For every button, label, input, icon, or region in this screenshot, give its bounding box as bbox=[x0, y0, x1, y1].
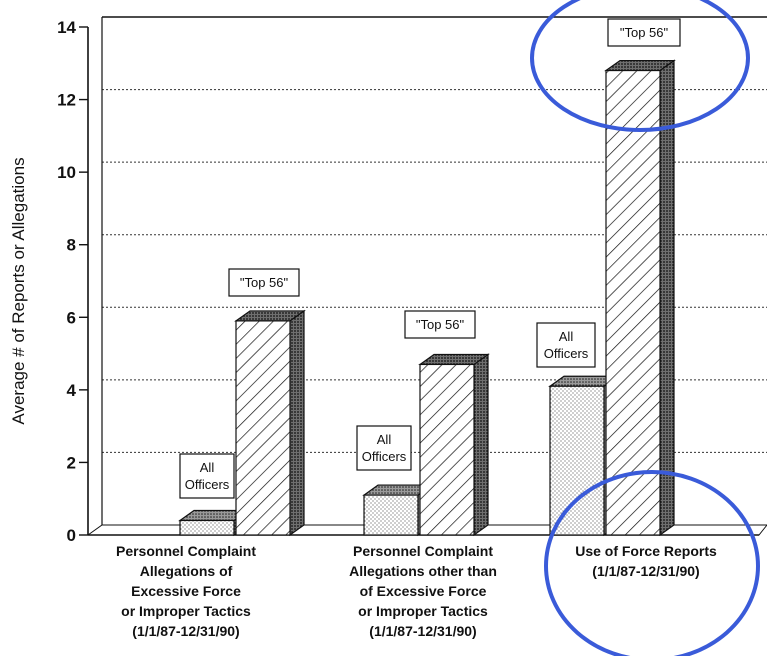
callout-label: Officers bbox=[185, 477, 230, 492]
callout-all-officers-3: All Officers bbox=[536, 322, 596, 368]
callout-label: "Top 56" bbox=[416, 317, 465, 332]
category-label-line: Use of Force Reports bbox=[575, 543, 717, 559]
bar-top-56-1 bbox=[234, 309, 306, 537]
y-tick-label: 10 bbox=[57, 163, 76, 182]
callout-top56-3: "Top 56" bbox=[607, 18, 681, 47]
axis-labels: Average # of Reports or Allegations Perso… bbox=[9, 157, 717, 639]
bar-front bbox=[235, 320, 291, 536]
category-label-line: Personnel Complaint bbox=[353, 543, 493, 559]
category-label-line: or Improper Tactics bbox=[121, 603, 251, 619]
bar-callouts: All Officers All Officers All Officers "Top 56… bbox=[179, 18, 681, 499]
y-tick-label: 0 bbox=[67, 526, 76, 545]
y-axis-title: Average # of Reports or Allegations bbox=[9, 157, 28, 424]
bar-front bbox=[363, 494, 419, 536]
callout-label: All bbox=[200, 460, 215, 475]
y-tick-label: 6 bbox=[67, 308, 76, 327]
callout-all-officers-1: All Officers bbox=[179, 453, 235, 499]
callout-top56-1: "Top 56" bbox=[228, 268, 300, 297]
category-label-line: Allegations of bbox=[140, 563, 233, 579]
callout-label: Officers bbox=[544, 346, 589, 361]
category-label-line: Allegations other than bbox=[349, 563, 497, 579]
bar-side bbox=[289, 309, 305, 537]
y-tick-label: 12 bbox=[57, 91, 76, 110]
callout-label: All bbox=[559, 329, 574, 344]
y-tick-label: 2 bbox=[67, 453, 76, 472]
category-label-line: or Improper Tactics bbox=[358, 603, 488, 619]
y-tick-label: 4 bbox=[67, 381, 77, 400]
callout-top56-2: "Top 56" bbox=[404, 310, 476, 339]
category-label-2: Personnel Complaint Allegations other tha… bbox=[349, 543, 497, 639]
category-label-line: (1/1/87-12/31/90) bbox=[369, 623, 476, 639]
bar-side bbox=[659, 59, 675, 537]
y-tick-label: 14 bbox=[57, 18, 76, 37]
bar-side bbox=[473, 353, 489, 537]
bar-top-56-3 bbox=[604, 59, 676, 537]
bars bbox=[178, 59, 676, 537]
bar-front bbox=[549, 385, 605, 536]
category-label-1: Personnel Complaint Allegations of Excessi… bbox=[116, 543, 256, 639]
callout-label: "Top 56" bbox=[240, 275, 289, 290]
highlight-circle-top56 bbox=[530, 0, 750, 132]
category-label-3: Use of Force Reports (1/1/87-12/31/90) bbox=[575, 543, 717, 579]
callout-box bbox=[607, 18, 681, 47]
bar-front bbox=[419, 363, 475, 536]
category-label-line: (1/1/87-12/31/90) bbox=[592, 563, 699, 579]
callout-box bbox=[179, 453, 235, 499]
category-label-line: of Excessive Force bbox=[360, 583, 487, 599]
y-tick-label: 8 bbox=[67, 236, 76, 255]
callout-label: "Top 56" bbox=[620, 25, 669, 40]
bar-front bbox=[605, 69, 661, 536]
callout-label: All bbox=[377, 432, 392, 447]
category-label-line: (1/1/87-12/31/90) bbox=[132, 623, 239, 639]
callout-box bbox=[404, 310, 476, 339]
category-label-line: Excessive Force bbox=[131, 583, 241, 599]
bar-front bbox=[179, 519, 235, 536]
callout-box bbox=[228, 268, 300, 297]
category-label-line: Personnel Complaint bbox=[116, 543, 256, 559]
callout-box bbox=[536, 322, 596, 368]
bar-top-56-2 bbox=[418, 353, 490, 537]
callout-label: Officers bbox=[362, 449, 407, 464]
callout-all-officers-2: All Officers bbox=[356, 425, 412, 471]
callout-box bbox=[356, 425, 412, 471]
